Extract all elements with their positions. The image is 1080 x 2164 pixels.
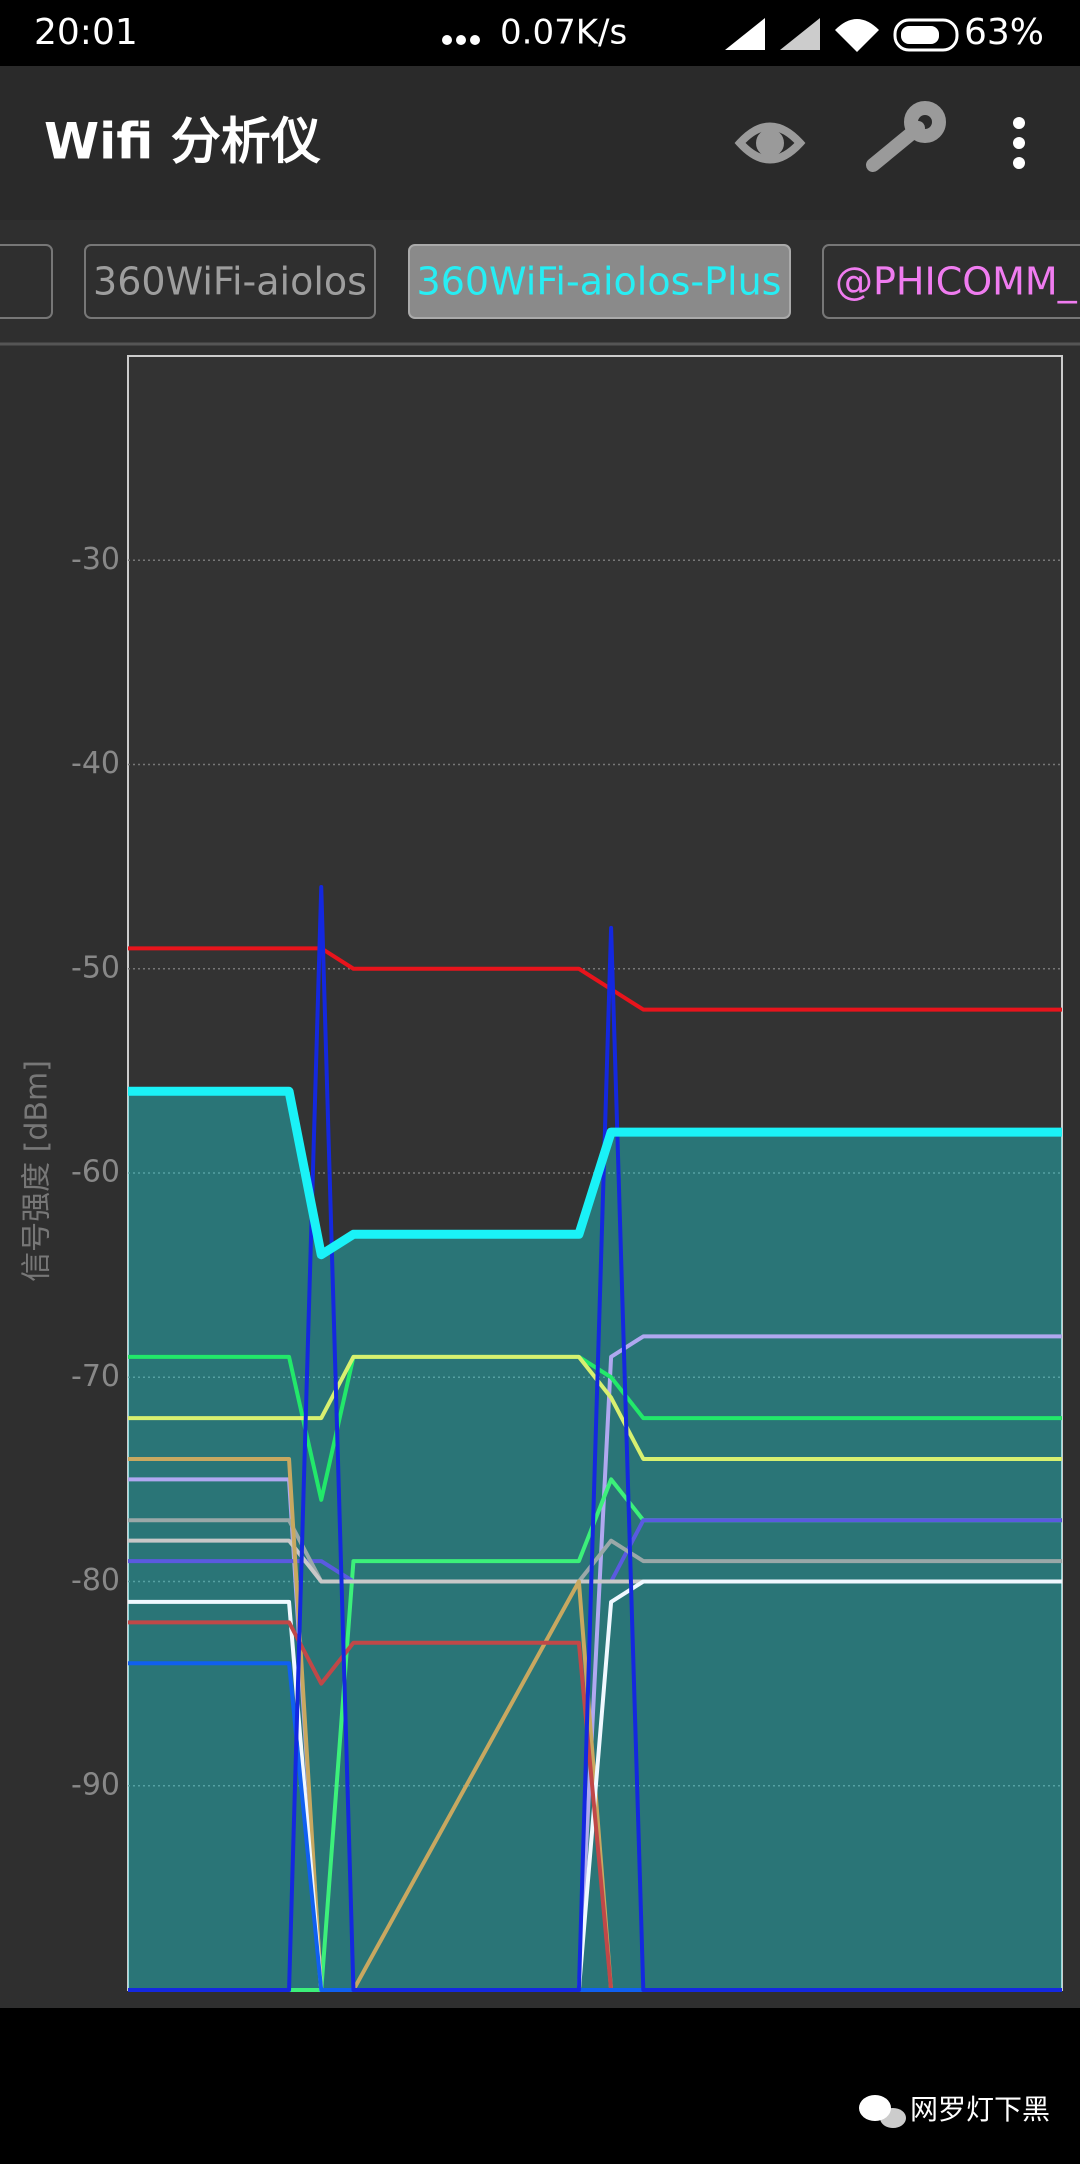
- net-speed: 0.07K/s: [500, 13, 627, 53]
- watermark-icon: [859, 2095, 906, 2128]
- tab-label[interactable]: 360WiFi-aiolos: [93, 260, 367, 304]
- y-tick-label: -50: [71, 950, 120, 985]
- y-tick-label: -70: [71, 1359, 120, 1394]
- clock: 20:01: [34, 12, 138, 53]
- eye-button[interactable]: [734, 122, 806, 164]
- y-tick-label: -80: [71, 1563, 120, 1598]
- menu-button[interactable]: [1013, 117, 1025, 169]
- watermark: 网罗灯下黑: [910, 2093, 1050, 2126]
- signal-area: [128, 1091, 1062, 1990]
- tab[interactable]: [822, 244, 1080, 319]
- y-axis-label: 信号强度 [dBm]: [20, 1060, 55, 1282]
- signal-line: [128, 885, 1062, 1992]
- tab[interactable]: [84, 244, 376, 319]
- selected-signal-line: [128, 1086, 1062, 1260]
- app-title: Wifi 分析仪: [44, 113, 321, 171]
- more-dots: [442, 35, 480, 45]
- y-tick-label: -60: [71, 1155, 120, 1190]
- tab[interactable]: [0, 244, 53, 319]
- signal-line: [128, 1477, 1062, 1992]
- settings-button[interactable]: [866, 101, 946, 172]
- signal-icons: [725, 18, 959, 52]
- tab-label[interactable]: 360WiFi-aiolos-Plus: [417, 260, 782, 304]
- y-tick-label: -30: [71, 542, 120, 577]
- signal-line: [128, 946, 1062, 1012]
- status-bar: [0, 0, 1080, 66]
- y-tick-label: -90: [71, 1767, 120, 1802]
- signal-line: [128, 1354, 1062, 1461]
- chart: -30 -40 -50 -60 -70 -80 -90: [71, 542, 1062, 1992]
- tab-selected[interactable]: [408, 244, 791, 319]
- battery: 63%: [964, 12, 1044, 53]
- y-tick-label: -40: [71, 746, 120, 781]
- tab-label[interactable]: @PHICOMM_: [835, 260, 1078, 304]
